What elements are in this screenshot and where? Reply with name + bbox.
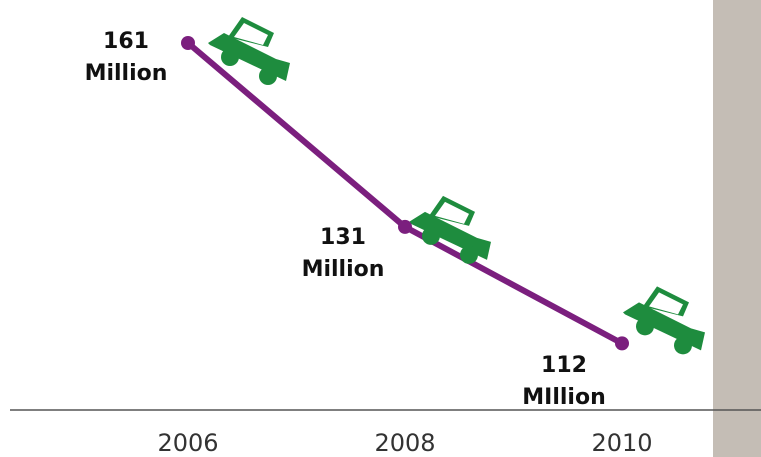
x-tick-2010: 2010: [591, 429, 652, 457]
data-point-2008: [398, 219, 412, 234]
car-icon: [208, 17, 290, 85]
data-label-value-2010: 112: [541, 353, 587, 378]
data-label-value-2008: 131: [320, 225, 366, 250]
side-panel: [713, 0, 761, 457]
data-label-unit-2008: Million: [302, 257, 385, 282]
data-label-value-2006: 161: [103, 29, 149, 54]
data-point-2006: [181, 36, 195, 50]
data-point-2010: [615, 336, 629, 351]
car-icon: [623, 286, 705, 355]
data-label-unit-2010: MIllion: [522, 385, 605, 410]
x-tick-2006: 2006: [157, 429, 218, 457]
series-line: [185, 40, 625, 347]
x-tick-2008: 2008: [374, 429, 435, 457]
data-label-unit-2006: Million: [85, 61, 168, 86]
